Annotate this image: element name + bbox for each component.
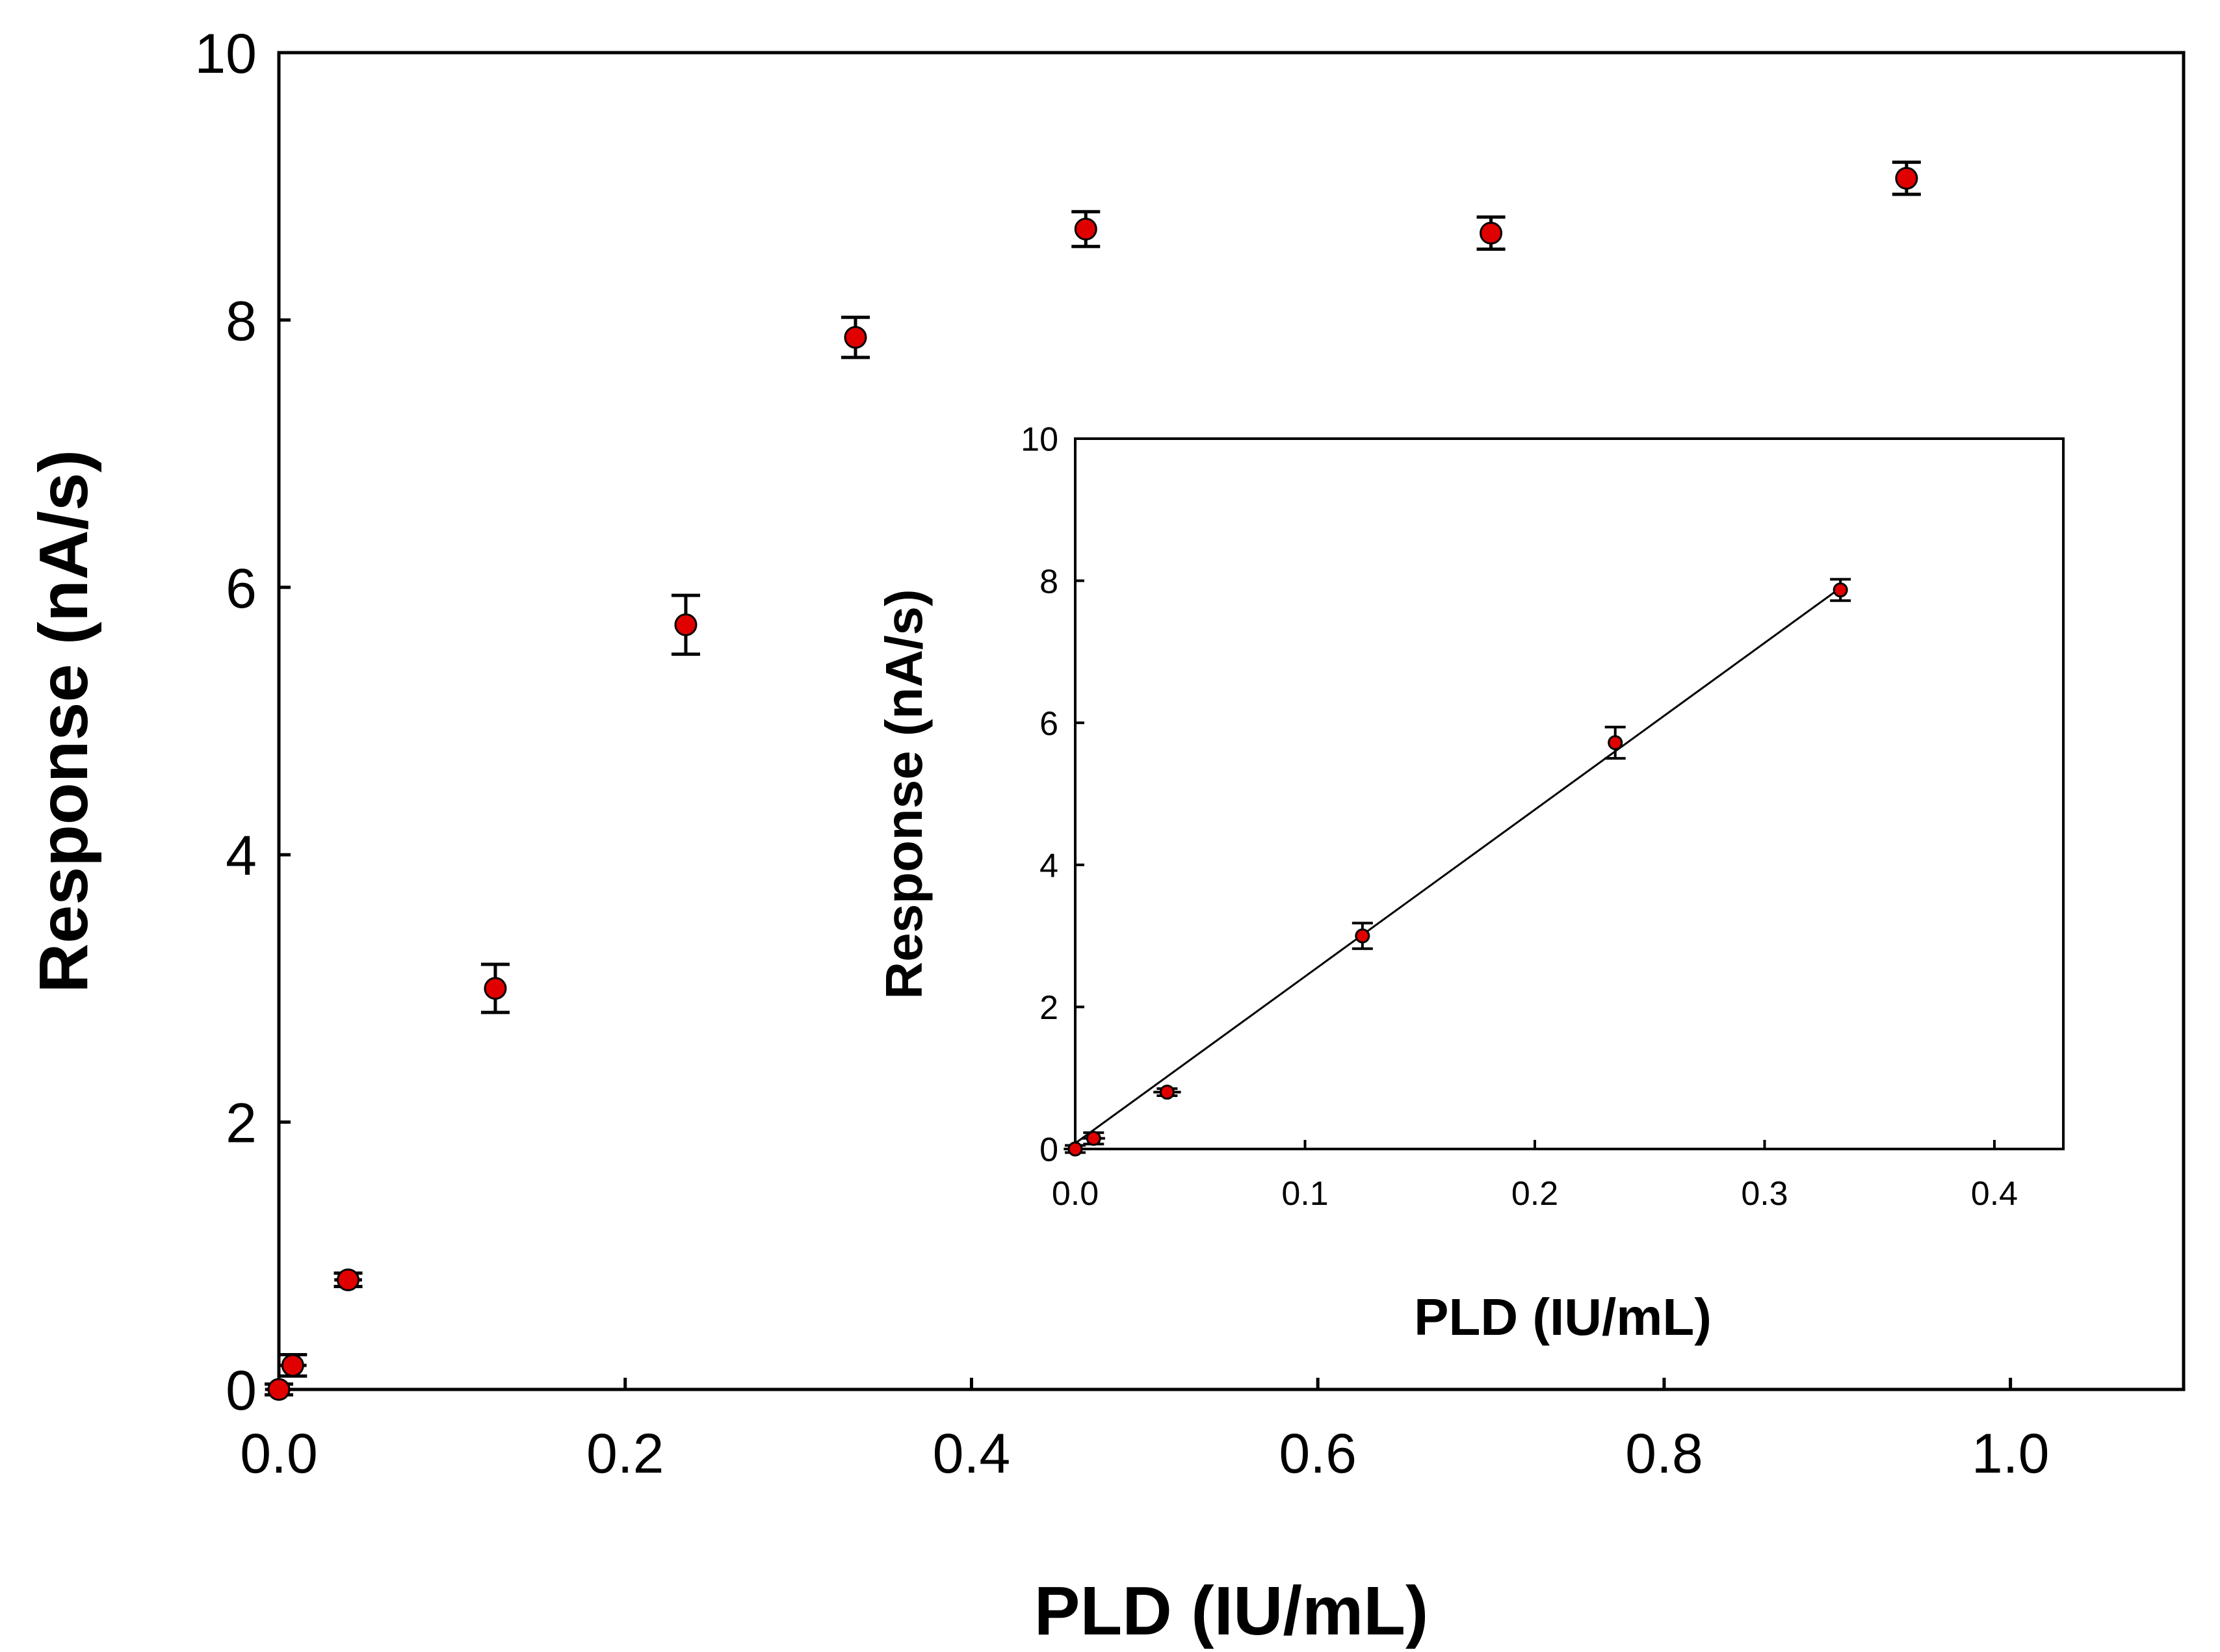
main-data-point	[480, 962, 510, 1014]
main-x-ticks: 0.0 0.2 0.4 0.6 0.8 1.0	[240, 1378, 2049, 1485]
inset-x-tick-label: 0.4	[1971, 1175, 2018, 1213]
main-data-point	[265, 1378, 293, 1401]
inset-y-axis-title: Response (nA/s)	[875, 589, 933, 999]
inset-chart: 0 2 4 6 8 10 0.0 0.1 0.2 0.3 0.4 PLD (IU/mL) Resp…	[875, 421, 2065, 1346]
main-marker	[674, 613, 698, 636]
main-y-tick-label: 4	[226, 825, 257, 887]
main-x-tick-label: 0.0	[240, 1423, 318, 1485]
inset-x-tick-label: 0.3	[1741, 1175, 1788, 1213]
main-points	[265, 161, 1921, 1401]
inset-x-tick-label: 0.2	[1511, 1175, 1558, 1213]
inset-y-tick-label: 10	[1021, 421, 1058, 459]
main-data-point	[1476, 215, 1506, 251]
main-y-tick-label: 6	[226, 558, 257, 620]
main-marker	[484, 977, 507, 1000]
inset-marker	[1833, 582, 1848, 598]
inset-x-tick-label: 0.0	[1052, 1175, 1099, 1213]
main-data-point	[671, 593, 700, 656]
inset-points	[1064, 578, 1851, 1157]
inset-x-ticks: 0.0 0.1 0.2 0.3 0.4	[1052, 1140, 2018, 1213]
inset-y-tick-label: 2	[1039, 989, 1058, 1027]
main-x-axis-title: PLD (IU/mL)	[1034, 1573, 1429, 1649]
main-x-tick-label: 0.8	[1625, 1423, 1703, 1485]
main-data-point	[1071, 210, 1101, 248]
inset-marker	[1608, 735, 1623, 751]
inset-marker	[1086, 1131, 1101, 1146]
inset-marker	[1067, 1141, 1083, 1157]
inset-x-tick-label: 0.1	[1281, 1175, 1328, 1213]
main-x-tick-label: 0.4	[933, 1423, 1011, 1485]
inset-data-point	[1082, 1131, 1105, 1146]
inset-y-tick-label: 4	[1039, 847, 1058, 885]
main-data-point	[1892, 161, 1921, 196]
main-x-tick-label: 0.6	[1279, 1423, 1357, 1485]
inset-marker	[1159, 1085, 1175, 1100]
main-marker	[1074, 218, 1097, 241]
main-y-tick-label: 10	[194, 23, 257, 85]
inset-marker	[1355, 928, 1370, 944]
inset-y-tick-label: 6	[1039, 705, 1058, 743]
inset-background	[1075, 439, 2063, 1149]
main-y-tick-label: 0	[226, 1360, 257, 1422]
main-data-point	[278, 1353, 307, 1378]
inset-y-tick-label: 0	[1039, 1131, 1058, 1169]
main-marker	[1480, 222, 1503, 245]
main-x-tick-label: 0.2	[586, 1423, 664, 1485]
inset-x-axis-title: PLD (IU/mL)	[1414, 1288, 1712, 1346]
inset-fit-line	[1075, 587, 1841, 1144]
main-plot-frame	[277, 51, 2186, 1391]
main-x-tick-label: 1.0	[1972, 1423, 2050, 1485]
main-marker	[281, 1354, 304, 1377]
main-marker	[844, 326, 867, 349]
inset-data-point	[1604, 725, 1626, 760]
inset-data-point	[1352, 922, 1373, 950]
main-chart: 0 2 4 6 8 10 0.0 0.2 0.4 0.6 0.8 1.0 PLD (IU/mL) R…	[25, 23, 2186, 1649]
main-marker	[1895, 166, 1918, 190]
inset-y-ticks: 0 2 4 6 8 10	[1021, 421, 1084, 1169]
main-data-point	[333, 1268, 363, 1291]
main-marker	[337, 1268, 360, 1291]
main-y-tick-label: 8	[226, 290, 257, 352]
main-data-point	[841, 315, 870, 359]
main-y-ticks: 0 2 4 6 8 10	[194, 23, 291, 1422]
inset-data-point	[1830, 578, 1851, 602]
main-marker	[267, 1378, 291, 1401]
inset-y-tick-label: 8	[1039, 563, 1058, 600]
main-y-axis-title: Response (nA/s)	[25, 450, 102, 993]
main-y-tick-label: 2	[226, 1092, 257, 1155]
inset-plot-frame	[1074, 437, 2065, 1150]
inset-data-point	[1153, 1085, 1181, 1100]
inset-data-point	[1064, 1141, 1087, 1157]
